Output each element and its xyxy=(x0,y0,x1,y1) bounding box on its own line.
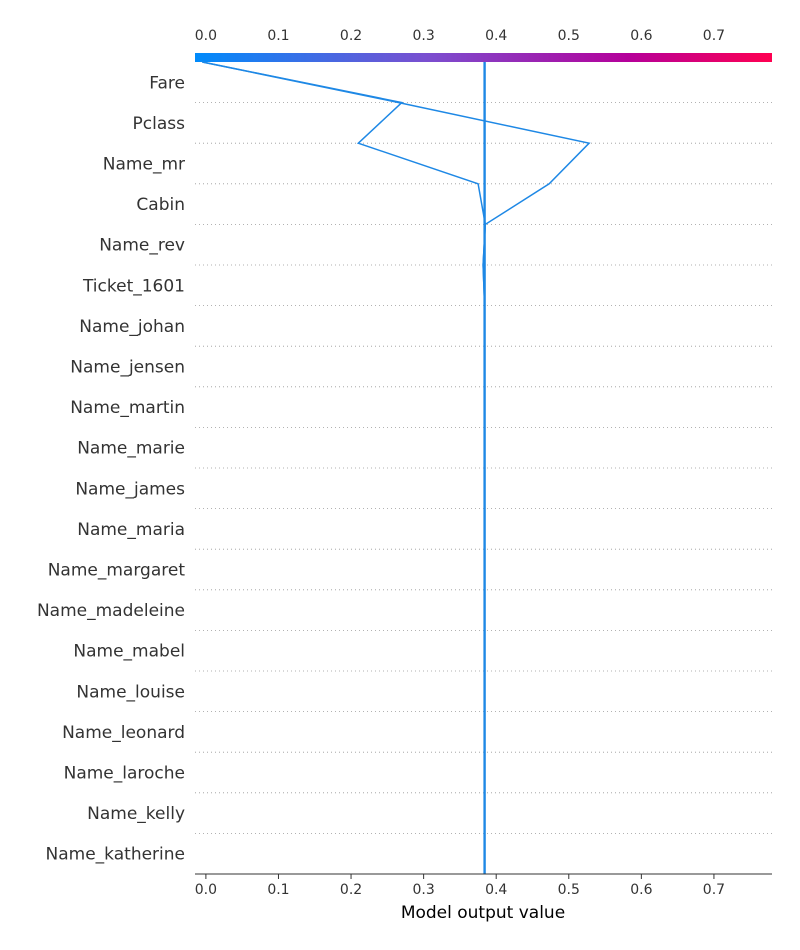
feature-label: Name_martin xyxy=(70,398,185,418)
feature-label: Name_louise xyxy=(76,682,185,702)
feature-label: Name_kelly xyxy=(87,804,185,824)
top-tick-label: 0.1 xyxy=(267,28,289,44)
feature-label: Name_jensen xyxy=(70,358,185,378)
decision-lines xyxy=(202,61,591,874)
bottom-tick-label: 0.3 xyxy=(412,882,434,898)
feature-label: Pclass xyxy=(133,114,186,134)
feature-label: Name_johan xyxy=(79,317,185,337)
feature-label: Name_katherine xyxy=(46,845,185,865)
colorbar xyxy=(195,53,772,62)
feature-label: Ticket_1601 xyxy=(82,276,185,296)
bottom-tick-label: 0.7 xyxy=(703,882,725,898)
feature-label: Name_madeleine xyxy=(37,601,185,621)
x-axis: 0.0 0.0 0.1 0.1 0.2 0.2 0.3 0.3 0.4 0.4 0.5 0.5 0.6 0… xyxy=(195,28,772,898)
top-tick-label: 0.5 xyxy=(558,28,580,44)
feature-label: Name_maria xyxy=(77,520,185,540)
top-tick-label: 0.4 xyxy=(485,28,507,44)
feature-labels: Fare Pclass Name_mr Cabin Name_rev Ticket_160… xyxy=(37,73,185,864)
top-tick-label: 0.6 xyxy=(630,28,652,44)
bottom-tick-label: 0.6 xyxy=(630,882,652,898)
feature-label: Name_margaret xyxy=(48,561,186,581)
bottom-tick-label: 0.0 xyxy=(195,882,217,898)
feature-label: Name_mabel xyxy=(73,642,185,662)
feature-label: Name_marie xyxy=(77,439,185,459)
feature-label: Name_laroche xyxy=(64,764,185,784)
top-tick-label: 0.2 xyxy=(340,28,362,44)
feature-label: Cabin xyxy=(136,195,185,215)
feature-label: Name_leonard xyxy=(62,723,185,743)
bottom-tick-label: 0.2 xyxy=(340,882,362,898)
feature-label: Name_rev xyxy=(99,236,185,256)
bottom-tick-label: 0.1 xyxy=(267,882,289,898)
feature-label: Name_mr xyxy=(103,155,185,175)
bottom-tick-label: 0.4 xyxy=(485,882,507,898)
top-tick-label: 0.3 xyxy=(412,28,434,44)
x-axis-title: Model output value xyxy=(401,903,565,923)
feature-label: Name_james xyxy=(75,479,185,499)
top-tick-label: 0.0 xyxy=(195,28,217,44)
bottom-tick-label: 0.5 xyxy=(558,882,580,898)
feature-label: Fare xyxy=(149,73,185,93)
top-tick-label: 0.7 xyxy=(703,28,725,44)
